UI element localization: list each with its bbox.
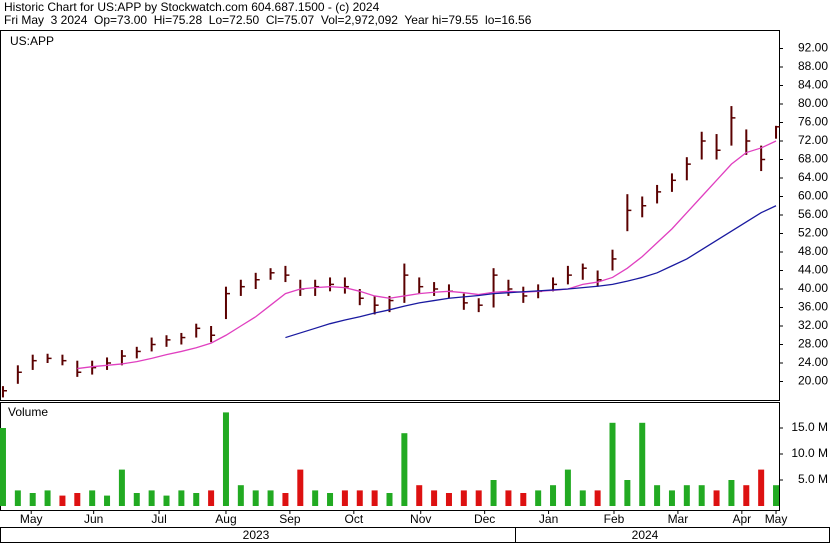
volume-bar	[713, 490, 720, 506]
x-tick-label: Mar	[668, 512, 689, 526]
volume-bar	[222, 412, 229, 506]
volume-bar	[208, 490, 215, 506]
y-tick-label: 92.00	[798, 41, 828, 55]
volume-bar	[579, 490, 586, 506]
volume-bar	[327, 493, 334, 506]
y-tick-label: 72.00	[798, 133, 828, 147]
volume-bar	[59, 495, 66, 506]
y-tick-label: 36.00	[798, 300, 828, 314]
y-tick-label: 20.00	[798, 374, 828, 388]
chart-subtitle: Fri May 3 2024 Op=73.00 Hi=75.28 Lo=72.5…	[4, 13, 532, 27]
volume-bar	[178, 490, 185, 506]
y-tick-label: 60.00	[798, 189, 828, 203]
volume-bar	[386, 493, 393, 506]
volume-bar	[74, 493, 81, 506]
y-tick-label: 28.00	[798, 337, 828, 351]
volume-bar	[193, 493, 200, 506]
volume-bar	[773, 485, 780, 506]
y-tick-label: 80.00	[798, 96, 828, 110]
volume-bar	[44, 490, 51, 506]
volume-bar	[29, 493, 36, 506]
volume-bar	[341, 490, 348, 506]
volume-bar	[550, 485, 557, 506]
volume-bar	[445, 493, 452, 506]
volume-bar	[564, 469, 571, 506]
x-tick-label: Jun	[84, 512, 103, 526]
volume-bar	[237, 485, 244, 506]
moving-average	[77, 140, 777, 370]
volume-bar	[505, 490, 512, 506]
volume-label: Volume	[8, 405, 48, 419]
volume-bar	[312, 490, 319, 506]
x-tick-label: Dec	[474, 512, 495, 526]
x-tick-label: Jan	[539, 512, 558, 526]
x-tick-label: Apr	[732, 512, 751, 526]
x-tick-label: Feb	[604, 512, 625, 526]
chart-title: Historic Chart for US:APP by Stockwatch.…	[4, 0, 380, 14]
year-label: 2024	[632, 528, 659, 542]
x-tick-label: Aug	[215, 512, 236, 526]
year-label: 2023	[243, 528, 270, 542]
x-tick-label: Nov	[410, 512, 431, 526]
y-tick-label: 68.00	[798, 152, 828, 166]
volume-bar	[252, 490, 259, 506]
volume-bar	[118, 469, 125, 506]
volume-bar	[728, 480, 735, 506]
y-tick-label: 64.00	[798, 170, 828, 184]
volume-bar	[371, 490, 378, 506]
volume-bar	[520, 493, 527, 506]
volume-bar	[148, 490, 155, 506]
volume-bar	[431, 490, 438, 506]
x-tick-label: May	[20, 512, 43, 526]
volume-bar	[609, 422, 616, 506]
volume-bar	[89, 490, 96, 506]
volume-bar	[133, 493, 140, 506]
y-tick-label: 88.00	[798, 59, 828, 73]
volume-bar	[460, 490, 467, 506]
symbol-label: US:APP	[10, 34, 54, 48]
volume-bar	[267, 490, 274, 506]
volume-bar	[282, 493, 289, 506]
y-tick-label: 52.00	[798, 226, 828, 240]
y-tick-label: 40.00	[798, 281, 828, 295]
volume-bar	[356, 490, 363, 506]
volume-bar	[594, 490, 601, 506]
volume-bar	[163, 495, 170, 506]
y-tick-label: 24.00	[798, 355, 828, 369]
y-tick-label: 76.00	[798, 115, 828, 129]
volume-bar	[639, 422, 646, 506]
volume-bar	[535, 490, 542, 506]
y-tick-label: 32.00	[798, 318, 828, 332]
volume-bar	[654, 485, 661, 506]
volume-bar	[743, 485, 750, 506]
volume-bar	[104, 495, 111, 506]
volume-bar	[0, 428, 6, 506]
y-tick-label: 44.00	[798, 263, 828, 277]
x-tick-label: Sep	[279, 512, 301, 526]
volume-bar	[698, 485, 705, 506]
y2-tick-label: 15.0 M	[791, 420, 828, 434]
volume-bar	[668, 490, 675, 506]
y2-tick-label: 10.0 M	[791, 446, 828, 460]
x-tick-label: Oct	[344, 512, 363, 526]
volume-bar	[758, 469, 765, 506]
volume-bar	[401, 433, 408, 506]
volume-bar	[416, 485, 423, 506]
x-tick-label: May	[765, 512, 788, 526]
volume-bar	[490, 480, 497, 506]
volume-bar	[297, 469, 304, 506]
volume-bar	[683, 485, 690, 506]
volume-bar	[475, 490, 482, 506]
y-tick-label: 84.00	[798, 78, 828, 92]
y-tick-label: 48.00	[798, 244, 828, 258]
volume-bar	[624, 480, 631, 506]
y2-tick-label: 5.0 M	[798, 472, 828, 486]
moving-average	[285, 205, 777, 339]
x-tick-label: Jul	[151, 512, 166, 526]
y-tick-label: 56.00	[798, 207, 828, 221]
volume-bar	[14, 490, 21, 506]
